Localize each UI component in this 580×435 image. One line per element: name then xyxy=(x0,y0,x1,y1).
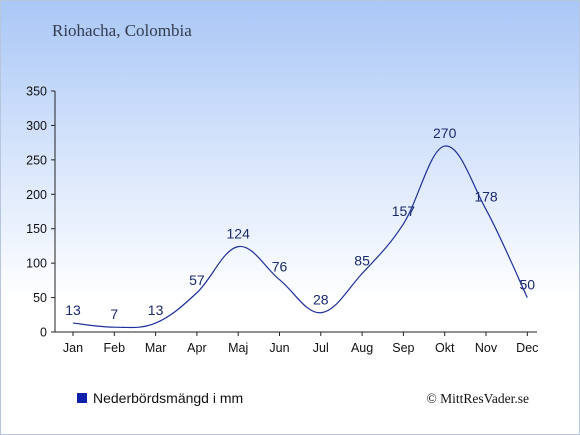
y-tick-label: 300 xyxy=(26,119,47,133)
y-tick-label: 50 xyxy=(33,291,47,305)
y-tick-label: 350 xyxy=(26,85,47,99)
x-tick-label: Okt xyxy=(435,341,455,355)
y-tick-label: 100 xyxy=(26,257,47,271)
x-tick-label: Mar xyxy=(145,341,167,355)
x-tick-label: Jun xyxy=(269,341,289,355)
data-label: 124 xyxy=(227,226,251,242)
data-label: 28 xyxy=(313,292,329,308)
x-tick-label: Feb xyxy=(104,341,126,355)
data-label: 85 xyxy=(354,252,370,268)
x-tick-label: Nov xyxy=(475,341,498,355)
y-tick-label: 0 xyxy=(40,326,47,340)
x-tick-label: Aug xyxy=(351,341,373,355)
x-tick-label: Apr xyxy=(187,341,206,355)
data-label: 7 xyxy=(110,306,118,322)
data-label: 178 xyxy=(474,188,498,204)
y-tick-label: 200 xyxy=(26,188,47,202)
legend: Nederbördsmängd i mm xyxy=(77,390,243,406)
data-label: 13 xyxy=(65,302,81,318)
data-label: 76 xyxy=(272,259,288,275)
series-line xyxy=(72,145,528,329)
copyright-notice: © MittResVader.se xyxy=(426,391,530,406)
x-tick-label: Dec xyxy=(516,341,538,355)
legend-label: Nederbördsmängd i mm xyxy=(93,390,244,406)
data-label: 50 xyxy=(520,277,536,293)
x-tick-label: Jan xyxy=(63,341,83,355)
series-layer xyxy=(72,145,528,329)
x-tick-label: Jul xyxy=(313,341,329,355)
data-labels: 13 7 13 57 124 76 28 85 157 270 178 50 xyxy=(65,125,535,322)
legend-swatch xyxy=(77,393,87,403)
axes: 0 50 100 150 200 250 300 350 Jan Feb Mar Apr Maj Jun J… xyxy=(26,85,538,356)
data-label: 13 xyxy=(148,302,164,318)
chart-title: Riohacha, Colombia xyxy=(52,21,192,40)
y-tick-label: 250 xyxy=(26,153,47,167)
y-tick-label: 150 xyxy=(26,222,47,236)
data-label: 57 xyxy=(189,272,205,288)
data-label: 157 xyxy=(392,203,416,219)
x-tick-label: Maj xyxy=(228,341,248,355)
x-tick-label: Sep xyxy=(392,341,414,355)
data-label: 270 xyxy=(433,125,457,141)
